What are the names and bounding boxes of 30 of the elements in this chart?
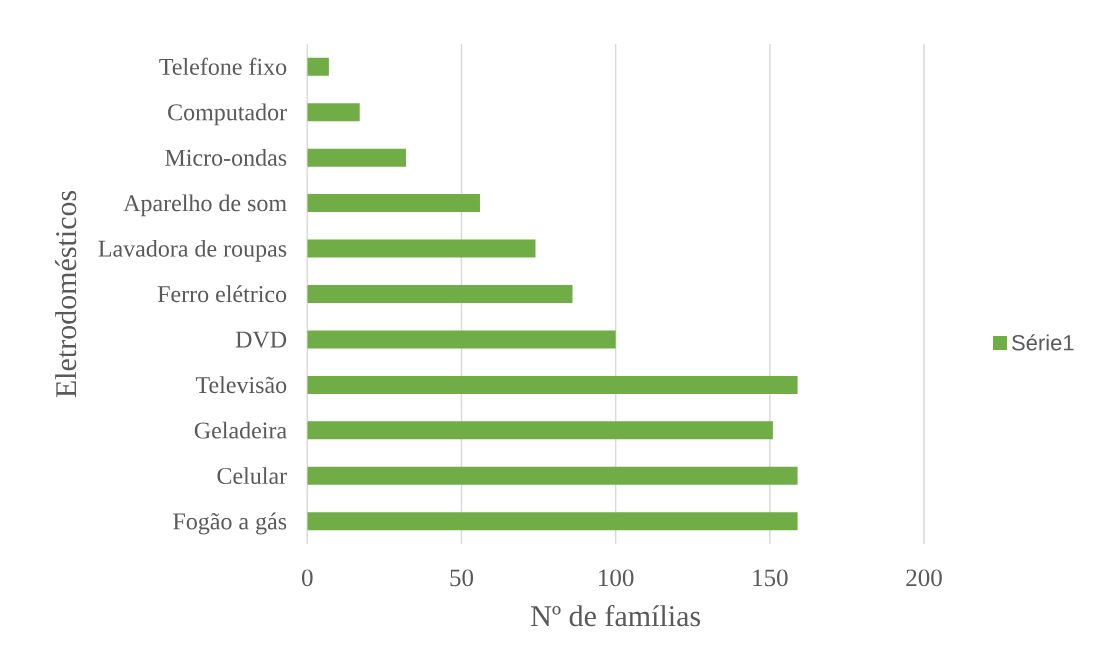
x-tick-label: 150 <box>753 569 788 587</box>
bar <box>307 148 406 167</box>
bar <box>307 421 773 440</box>
x-tick-label: 50 <box>450 569 474 587</box>
legend-label: Série1 <box>1012 334 1074 351</box>
y-tick-label: Televisão <box>195 376 287 394</box>
y-axis-title: Eletrodomésticos <box>55 190 77 398</box>
x-tick-label: 200 <box>906 569 942 587</box>
bar <box>307 285 573 303</box>
y-tick-label: Geladeira <box>194 421 287 439</box>
bar <box>307 239 536 258</box>
y-tick-label: DVD <box>235 331 287 348</box>
y-tick-label: Lavadora de roupas <box>98 239 287 262</box>
y-tick-label: Ferro elétrico <box>157 285 287 303</box>
y-tick-label: Micro-ondas <box>165 148 287 166</box>
x-tick-label: 0 <box>302 569 313 587</box>
x-tick-label: 100 <box>599 569 634 587</box>
y-tick-label: Fogão a gás <box>173 512 287 535</box>
bar <box>307 466 798 485</box>
y-tick-label: Aparelho de som <box>123 194 287 217</box>
y-tick-label: Telefone fixo <box>159 57 287 75</box>
y-tick-label: Celular <box>217 467 287 485</box>
bar <box>307 57 329 76</box>
y-tick-label: Computador <box>168 103 287 126</box>
bar <box>307 330 616 349</box>
bar <box>307 103 360 122</box>
bar <box>307 512 798 531</box>
bar <box>307 375 798 394</box>
bar <box>307 194 480 213</box>
x-axis-title: Nº de famílias <box>531 604 701 627</box>
